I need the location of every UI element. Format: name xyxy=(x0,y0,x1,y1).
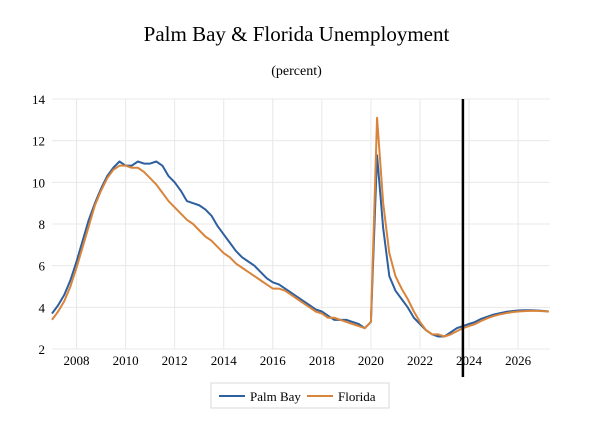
y-tick-label: 8 xyxy=(39,217,46,232)
x-tick-label: 2018 xyxy=(309,353,335,368)
series-line-florida xyxy=(51,116,549,338)
x-tick-label: 2010 xyxy=(113,353,139,368)
x-tick-label: 2020 xyxy=(358,353,384,368)
y-tick-label: 4 xyxy=(39,300,46,315)
chart-title: Palm Bay & Florida Unemployment xyxy=(143,22,450,46)
y-tick-label: 12 xyxy=(32,134,45,149)
legend-label: Palm Bay xyxy=(250,389,301,404)
x-tick-label: 2014 xyxy=(211,353,238,368)
x-tick-label: 2008 xyxy=(64,353,90,368)
x-tick-label: 2022 xyxy=(407,353,433,368)
x-tick-label: 2024 xyxy=(456,353,483,368)
y-tick-label: 14 xyxy=(32,92,46,107)
chart-subtitle: (percent) xyxy=(271,64,322,79)
series-lines xyxy=(51,116,549,338)
y-tick-label: 10 xyxy=(32,175,45,190)
series-line-palm-bay xyxy=(51,154,549,338)
y-tick-label: 2 xyxy=(39,342,46,357)
grid-lines xyxy=(52,98,550,350)
x-tick-label: 2016 xyxy=(260,353,287,368)
x-tick-label: 2012 xyxy=(162,353,188,368)
x-tick-label: 2026 xyxy=(505,353,532,368)
y-tick-label: 6 xyxy=(39,259,46,274)
legend: Palm Bay Florida xyxy=(210,382,390,409)
legend-label: Florida xyxy=(338,389,376,404)
axis-ticks: 2 4 6 8 10 12 14 2008 2010 2012 2014 2016 2018 2020 20… xyxy=(32,92,532,368)
